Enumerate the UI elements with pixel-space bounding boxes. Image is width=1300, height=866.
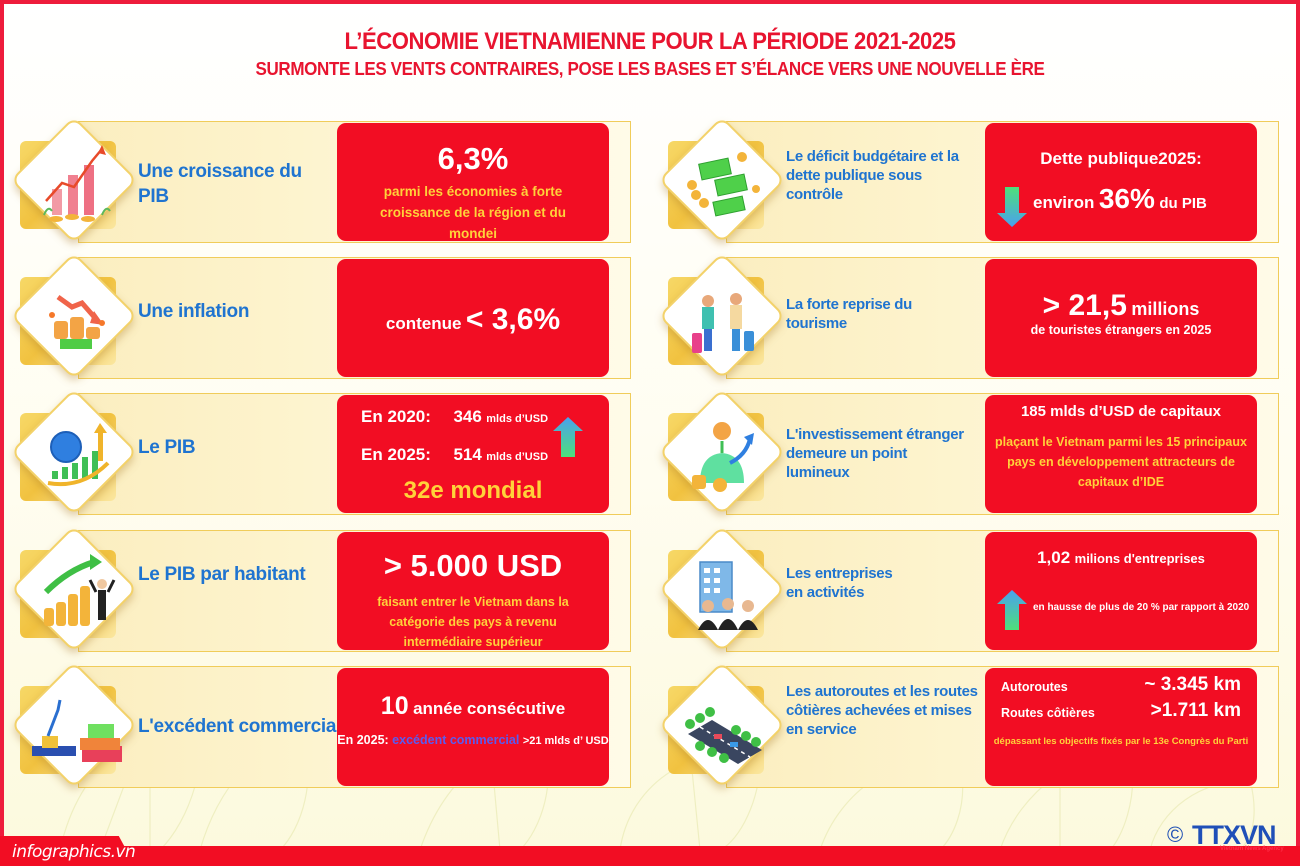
card-label: Les autoroutes et les routes côtières ac… xyxy=(786,683,978,738)
stat-suffix: du PIB xyxy=(1159,195,1207,212)
card-enterprises: Les entreprises en activités 1,02 milion… xyxy=(658,525,1279,654)
stat-value: < 3,6% xyxy=(465,303,561,336)
stat-box: 1,02 milions d'entreprises en hausse de … xyxy=(985,532,1257,650)
footer-tab xyxy=(0,836,135,866)
stat-box: > 5.000 USD faisant entrer le Vietnam da… xyxy=(337,532,609,650)
card-label: Le PIB xyxy=(138,437,196,458)
stat-note: dépassant les objectifs fixés par le 13e… xyxy=(993,736,1249,747)
gdp-rank: 32e mondial xyxy=(403,477,543,504)
route-value: >1.711 km xyxy=(1150,700,1241,721)
card-label: La forte reprise du tourisme xyxy=(786,296,912,332)
card-foreign-investment: L'investissement étranger demeure un poi… xyxy=(658,388,1279,517)
card-label: Le déficit budgétaire et la dette publiq… xyxy=(786,148,959,203)
stat-note: en hausse de plus de 20 % par rapport à … xyxy=(1033,602,1250,613)
stat-value: 36% xyxy=(1098,183,1155,214)
card-highways: Les autoroutes et les routes côtières ac… xyxy=(658,661,1279,790)
stat-count: 10 xyxy=(380,692,409,720)
page-title: L’ÉCONOMIE VIETNAMIENNE POUR LA PÉRIODE … xyxy=(344,28,956,55)
gdp-amount: 514 xyxy=(453,445,482,464)
gdp-unit: mlds d’USD xyxy=(486,451,549,463)
card-label: L'investissement étranger demeure un poi… xyxy=(786,426,964,481)
gdp-amount: 346 xyxy=(453,407,482,426)
page-subtitle: SURMONTE LES VENTS CONTRAIRES, POSE LES … xyxy=(255,58,1045,79)
stat-box: 10 année consécutive En 2025: excédent c… xyxy=(337,668,609,786)
stat-line: > 21,5 millions xyxy=(985,289,1257,323)
stat-box: Dette publique2025: environ 36% du PIB xyxy=(985,123,1257,241)
stat-line: contenue < 3,6% xyxy=(337,303,609,337)
stat-line: 10 année consécutive xyxy=(337,692,609,721)
down-arrow-icon xyxy=(997,187,1027,227)
stat-value: 1,02 xyxy=(1037,548,1071,567)
inflation-coins-icon xyxy=(49,294,105,349)
card-gdp-per-capita: Le PIB par habitant > 5.000 USD faisant … xyxy=(10,525,631,654)
income-coins-man-icon xyxy=(43,554,116,626)
card-label: Une inflation xyxy=(138,301,250,322)
up-arrow-icon xyxy=(997,590,1027,630)
card-inflation: Une inflation contenue < 3,6% xyxy=(10,252,631,381)
ttxvn-logo: TTXVN xyxy=(1192,820,1277,850)
card-trade-surplus: L'excédent commercial 10 année consécuti… xyxy=(10,661,631,790)
foreign-investment-icon xyxy=(692,422,754,492)
card-gdp: Le PIB En 2020: 346 mlds d’USD En 2025: … xyxy=(10,388,631,517)
up-arrow-icon xyxy=(553,417,583,457)
detail-suffix: >21 mlds d’ USD xyxy=(522,735,609,747)
gdp-growth-chart-icon xyxy=(43,145,111,222)
stat-value-text: milions d'entreprises xyxy=(1074,551,1205,566)
stat-heading: Dette publique2025: xyxy=(1040,149,1202,168)
route-name: Autoroutes xyxy=(1001,680,1068,694)
route-value: ~ 3.345 km xyxy=(1144,674,1241,695)
stat-value: > 21,5 xyxy=(1042,289,1127,322)
gdp-year: En 2020: xyxy=(361,407,431,426)
footer-site-link[interactable]: infographics.vn xyxy=(12,842,136,862)
stat-count-text: année consécutive xyxy=(413,699,566,718)
card-label: Le PIB par habitant xyxy=(138,564,306,585)
copyright-icon: © xyxy=(1167,822,1184,847)
gdp-globe-chart-icon xyxy=(47,423,110,487)
budget-money-icon xyxy=(687,152,760,217)
stat-box: Autoroutes ~ 3.345 km Routes côtières >1… xyxy=(985,668,1257,786)
stat-line: 1,02 milions d'entreprises xyxy=(985,548,1257,568)
stat-box: 6,3% parmi les économies à forte croissa… xyxy=(337,123,609,241)
gdp-unit: mlds d’USD xyxy=(486,413,549,425)
gdp-row-2025: En 2025: 514 mlds d’USD xyxy=(361,445,548,465)
stat-value: > 5.000 USD xyxy=(383,548,563,583)
stat-note: faisant entrer le Vietnam dans la catégo… xyxy=(377,595,569,649)
stat-line: environ 36% du PIB xyxy=(1033,183,1207,215)
stat-heading: 185 mlds d’USD de capitaux xyxy=(1020,403,1222,420)
stat-prefix: contenue xyxy=(385,314,462,333)
highway-road-icon xyxy=(685,707,762,764)
gdp-year: En 2025: xyxy=(361,445,431,464)
stat-note: de touristes étrangers en 2025 xyxy=(1030,323,1212,337)
gdp-row-2020: En 2020: 346 mlds d’USD xyxy=(361,407,548,427)
enterprises-building-icon xyxy=(698,561,758,630)
card-gdp-growth: Une croissance du PIB 6,3% parmi les éco… xyxy=(10,116,631,245)
stat-value: 6,3% xyxy=(437,141,509,176)
route-name: Routes côtières xyxy=(1001,706,1095,720)
tourists-icon xyxy=(692,293,754,353)
trade-containers-icon xyxy=(32,699,122,762)
stat-note: plaçant le Vietnam parmi les 15 principa… xyxy=(995,435,1247,489)
stat-note: parmi les économies à forte croissance d… xyxy=(379,184,567,241)
stat-box: 185 mlds d’USD de capitaux plaçant le Vi… xyxy=(985,395,1257,513)
ttxvn-tagline: Vietnam News Agency xyxy=(1220,846,1284,852)
stat-box: contenue < 3,6% xyxy=(337,259,609,377)
card-public-debt: Le déficit budgétaire et la dette publiq… xyxy=(658,116,1279,245)
detail-prefix: En 2025: xyxy=(337,733,389,747)
stat-detail: En 2025: excédent commercial >21 mlds d’… xyxy=(337,733,609,747)
card-label: Les entreprises en activités xyxy=(786,565,893,601)
card-label: Une croissance du PIB xyxy=(138,161,302,207)
stat-prefix: environ xyxy=(1033,193,1095,212)
card-tourism: La forte reprise du tourisme > 21,5 mill… xyxy=(658,252,1279,381)
detail-highlight: excédent commercial xyxy=(392,733,520,747)
stat-box: En 2020: 346 mlds d’USD En 2025: 514 mld… xyxy=(337,395,609,513)
card-label: L'excédent commercial xyxy=(138,716,342,737)
stat-unit: millions xyxy=(1131,299,1200,319)
stat-box: > 21,5 millions de touristes étrangers e… xyxy=(985,259,1257,377)
footer-band xyxy=(0,846,1300,866)
